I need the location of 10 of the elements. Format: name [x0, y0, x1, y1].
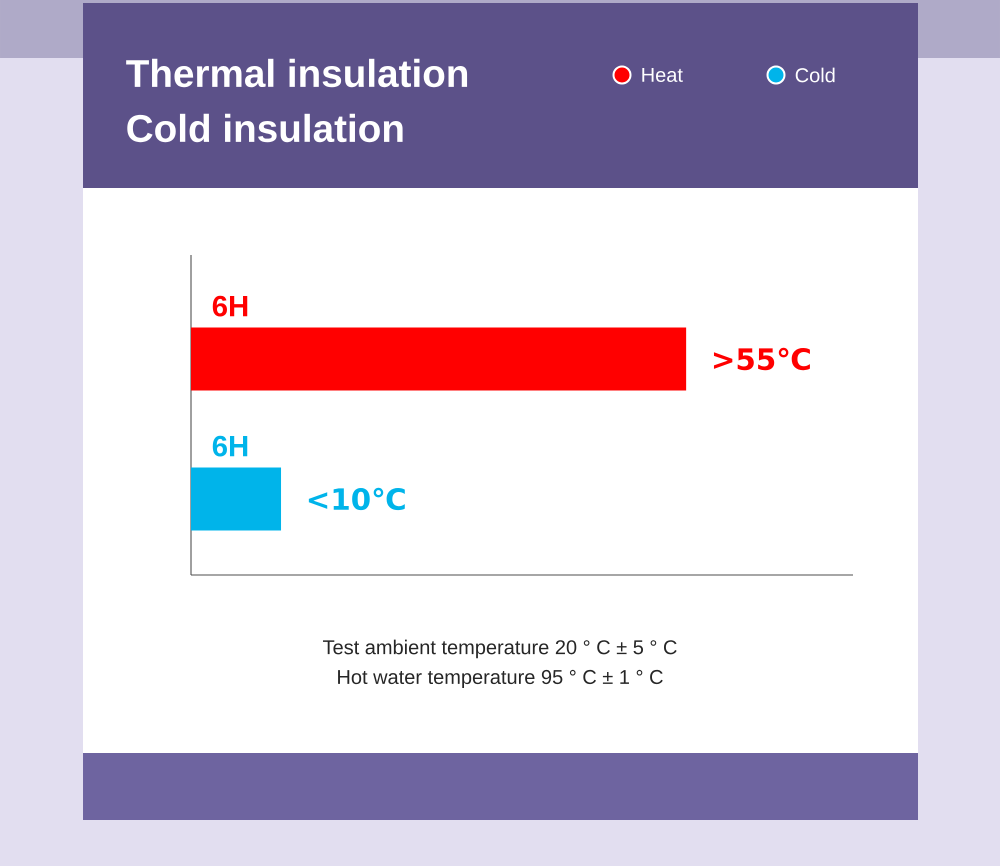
legend-label: Heat [642, 68, 683, 82]
data-label: <10℃ [308, 488, 405, 510]
text: Hot water temperature 95 ° C ± 1 ° C [338, 670, 663, 688]
y-tick-label: 6H [212, 436, 248, 456]
data-label: >55℃ [714, 348, 810, 370]
text: Test ambient temperature 20 ° C ± 5 ° C [322, 640, 677, 658]
chart-title: Thermal insulation [126, 58, 468, 88]
y-tick-label: 6H [212, 296, 248, 317]
legend-label: Cold [796, 68, 835, 82]
chart-subtitle: Cold insulation [127, 114, 403, 142]
